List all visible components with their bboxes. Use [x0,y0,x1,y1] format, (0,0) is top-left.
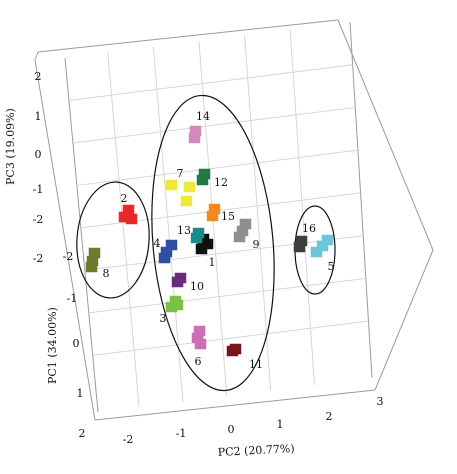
sample-marker [195,243,208,255]
sample-marker [196,174,209,186]
group-label: 9 [253,238,260,251]
sample-marker [85,261,98,273]
pc2-tick-label: 0 [228,423,235,436]
sample-marker [293,241,306,253]
pc3-tick-label: 0 [35,148,42,161]
pc3-axis-label: PC3 (19.09%) [4,108,17,185]
box-edge [64,57,99,413]
sample-marker [188,132,201,144]
group-label: 2 [121,192,128,205]
pc3-tick-label: -2 [33,213,44,226]
group-label: 4 [154,237,161,250]
box-edge [37,19,339,53]
pc2-tick-label: 3 [377,395,384,408]
grid-line [289,29,315,386]
pc1-axis-label: PC1 (34.00%) [46,307,59,384]
group-label: 5 [328,260,335,273]
pc2-tick-label: -1 [176,427,187,440]
grid-line [76,149,358,186]
group-label: 12 [214,176,228,189]
sample-marker [233,231,246,243]
grid-line [152,46,184,402]
sample-marker [171,299,184,311]
group-label: 8 [103,267,110,280]
pc1-tick-label: 2 [79,427,86,440]
group-label: 13 [177,224,191,237]
box-edge [34,51,39,61]
box-edge [94,389,376,421]
grid-line [68,64,353,101]
sample-marker [158,252,171,264]
pc2-tick-label: -2 [123,433,134,446]
pc1-tick-label: -1 [67,292,78,305]
grid-line [92,320,369,356]
box-edge [374,249,434,391]
group-label: 15 [221,210,235,223]
sample-marker [183,181,196,193]
cluster-ellipse [76,181,150,299]
sample-marker [180,195,193,207]
sample-markers [85,125,334,357]
pc1-tick-label: 1 [77,387,84,400]
pc1-tick-label: 0 [73,337,80,350]
sample-marker [171,276,184,288]
grid-line [107,52,140,407]
pc1-tick-label: -2 [63,250,74,263]
grid-line [72,106,356,144]
box-edge [34,59,96,421]
group-label: 6 [195,355,202,368]
sample-marker [194,338,207,350]
sample-marker [125,213,138,225]
group-label: 14 [196,110,210,123]
group-label: 7 [177,167,184,180]
grid-line [88,277,366,314]
sample-marker [226,345,239,357]
group-label: 3 [160,312,167,325]
grid-line [244,35,272,391]
pc3-tick-label: 2 [35,70,42,83]
box-edge [337,19,434,251]
pc3-tick-label: -2 [33,252,44,265]
group-label: 10 [190,280,204,293]
sample-marker [316,240,329,252]
pc3-tick-label: 1 [35,110,42,123]
box-edge [349,21,373,379]
plot-box [34,19,434,421]
cluster-ellipse [151,94,275,392]
pc3-tick-label: -1 [33,183,44,196]
group-label: 1 [209,256,216,269]
sample-marker [190,232,203,244]
group-label: 11 [249,358,263,371]
sample-marker [310,246,323,258]
sample-marker [206,210,219,222]
pc2-tick-label: 1 [277,418,284,431]
group-label: 16 [302,222,316,235]
sample-marker [165,179,178,191]
pc2-tick-label: 2 [326,410,333,423]
pc2-axis-label: PC2 (20.77%) [217,442,294,459]
